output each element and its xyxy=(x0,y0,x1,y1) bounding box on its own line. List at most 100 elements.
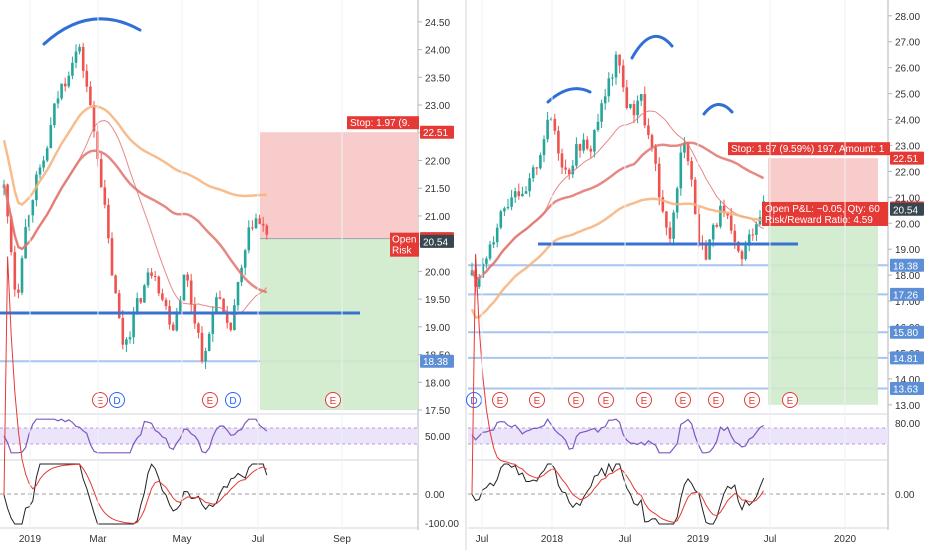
candle-body xyxy=(614,54,618,78)
y-tick-label: 20.00 xyxy=(425,267,450,278)
candle-body xyxy=(618,54,621,66)
price-tag-bg xyxy=(890,151,924,165)
event-marker-label: E xyxy=(497,396,504,407)
event-marker-label: E xyxy=(713,396,720,407)
candle-body xyxy=(722,205,726,213)
price-tag-label: 20.54 xyxy=(423,237,448,248)
price-tag-label: 14.81 xyxy=(893,354,918,365)
event-marker xyxy=(598,392,614,408)
candle-body xyxy=(751,234,755,236)
candle-body xyxy=(528,178,531,192)
candle-body xyxy=(495,227,499,243)
price-tag-bg xyxy=(420,234,454,248)
x-tick-label: Jul xyxy=(476,534,489,545)
candle-body xyxy=(261,223,265,226)
x-tick-label: 2020 xyxy=(834,534,857,545)
event-marker xyxy=(202,392,218,408)
candle-body xyxy=(243,250,247,268)
stop-loss-zone xyxy=(260,132,418,239)
rsi-tick-label: 50.00 xyxy=(425,432,450,443)
candle-body xyxy=(535,167,539,169)
x-tick-label: May xyxy=(173,534,192,545)
event-marker xyxy=(109,392,125,408)
candle-body xyxy=(110,238,114,276)
y-tick-label: 18.00 xyxy=(425,378,450,389)
rsi-band xyxy=(468,428,888,444)
candle-body xyxy=(236,282,240,306)
event-marker-label: E xyxy=(207,396,214,407)
candle-body xyxy=(31,200,35,216)
y-tick-label: 21.00 xyxy=(425,212,450,223)
y-tick-label: 19.50 xyxy=(425,295,450,306)
candle-body xyxy=(211,312,215,334)
x-tick-label: Jul xyxy=(764,534,777,545)
x-tick-label: Jul xyxy=(252,534,265,545)
candle-body xyxy=(207,333,211,351)
event-marker xyxy=(325,392,341,408)
candle-body xyxy=(643,94,647,126)
candle-body xyxy=(665,211,668,228)
candle-body xyxy=(531,167,535,179)
candle-body xyxy=(672,212,675,239)
event-marker xyxy=(529,392,545,408)
candle-body xyxy=(247,227,251,251)
candle-body xyxy=(74,51,78,63)
candle-body xyxy=(53,103,56,126)
candle-body xyxy=(150,272,153,277)
candle-body xyxy=(747,234,751,246)
y-tick-label: 23.00 xyxy=(425,101,450,112)
candle-body xyxy=(171,324,175,331)
macd-pane-right: 0.00 xyxy=(468,253,915,525)
price-tag-bg xyxy=(890,258,924,272)
candle-body xyxy=(524,191,528,194)
event-marker-label: E xyxy=(787,396,794,407)
rsi-line xyxy=(471,418,764,454)
open-pnl-label: Open xyxy=(392,235,416,246)
stop-loss-zone xyxy=(768,158,878,208)
candle-body xyxy=(229,322,233,331)
y-tick-label: 24.00 xyxy=(895,116,920,127)
candle-body xyxy=(715,224,719,227)
candle-body xyxy=(733,230,737,242)
y-tick-label: 13.00 xyxy=(895,401,920,412)
candle-body xyxy=(60,83,63,99)
event-marker xyxy=(636,392,652,408)
candle-body xyxy=(42,160,45,168)
candle-body xyxy=(45,148,49,161)
y-tick-label: 23.50 xyxy=(425,73,450,84)
candle-body xyxy=(204,350,207,362)
candle-body xyxy=(258,218,261,224)
candle-body xyxy=(485,258,488,264)
candle-body xyxy=(719,205,722,227)
candle-body xyxy=(593,130,596,152)
candle-body xyxy=(182,274,186,301)
candle-body xyxy=(542,139,546,156)
candle-body xyxy=(9,216,13,253)
head-arc xyxy=(630,34,674,60)
moving-average-slow xyxy=(2,149,268,294)
event-marker-label: E xyxy=(749,396,756,407)
risk-reward-label: Risk/Reward Ratio: 4.59 xyxy=(765,215,873,226)
x-tick-label: 2018 xyxy=(541,534,564,545)
candle-body xyxy=(503,208,506,212)
price-tag-label: 20.54 xyxy=(893,205,918,216)
candle-body xyxy=(657,163,661,198)
y-tick-label: 20.00 xyxy=(895,219,920,230)
y-tick-label: 14.00 xyxy=(895,375,920,386)
candle-body xyxy=(114,275,117,294)
candle-body xyxy=(265,225,269,235)
price-tag-label: 18.38 xyxy=(893,261,918,272)
candle-body xyxy=(564,167,567,170)
candle-body xyxy=(607,78,611,97)
y-tick-label: 22.00 xyxy=(895,167,920,178)
candle-body xyxy=(38,167,42,175)
candle-body xyxy=(20,258,24,293)
candle-body xyxy=(27,215,31,227)
candle-body xyxy=(740,251,744,260)
candle-body xyxy=(575,144,578,166)
price-tag-label: 22.51 xyxy=(893,154,918,165)
open-pnl-label: Open P&L: −0.05, Qty: 60 xyxy=(765,204,880,215)
macd-tick-label: 0.00 xyxy=(425,490,445,501)
